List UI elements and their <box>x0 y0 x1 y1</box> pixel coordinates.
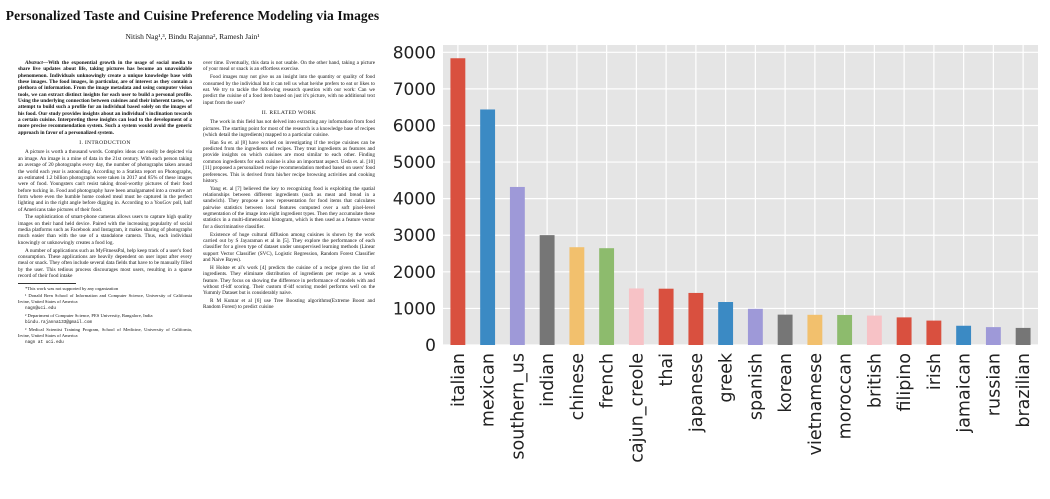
bar-irish <box>926 320 942 345</box>
abstract-label: Abstract <box>25 60 43 66</box>
x-tick-labels: italian mexican southern_us indian chinese fr… <box>449 352 1034 463</box>
x-tick-label: southern_us <box>508 353 528 460</box>
x-tick-label: greek <box>717 352 737 402</box>
x-tick-label: japanese <box>687 353 707 433</box>
paper-authors: Nitish Nag¹,³, Bindu Rajanna², Ramesh Ja… <box>125 32 260 41</box>
related-paragraph: Han Su et. al [8] have worked on investi… <box>203 139 375 184</box>
x-tick-label: spanish <box>746 353 766 420</box>
footnote: ³ Medical Scientist Training Program, Sc… <box>18 327 192 338</box>
footnote: ¹ Donald Bren School of Information and … <box>18 293 192 305</box>
bars <box>450 58 1031 346</box>
related-paragraph: R M Kumar et al [6] use Tree Boosting al… <box>203 298 375 311</box>
bar-vietnamese <box>807 314 823 345</box>
x-tick-label: french <box>598 353 618 409</box>
footnote: ² Department of Computer Science, PES Un… <box>25 313 153 319</box>
body-paragraph: Food images may not give us an insight i… <box>203 74 375 106</box>
x-tick-label: chinese <box>568 353 588 420</box>
bar-southern-us <box>509 186 525 345</box>
abstract: Abstract—With the exponential growth in … <box>18 60 192 136</box>
y-tick-label: 1000 <box>393 299 436 319</box>
abstract-text: —With the exponential growth in the usag… <box>18 60 192 136</box>
section-heading-introduction: I. INTRODUCTION <box>79 140 131 147</box>
intro-paragraph: A number of applications such as MyFitne… <box>18 247 192 279</box>
x-tick-label: russian <box>984 353 1004 416</box>
y-tick-label: 0 <box>425 336 436 356</box>
bar-british <box>866 315 882 345</box>
x-tick-label: british <box>865 353 885 408</box>
related-paragraph: Yang et. al [7] believed the key to reco… <box>203 185 375 230</box>
intro-paragraph: A picture is worth a thousand words. Com… <box>18 149 192 213</box>
bar-brazilian <box>1015 327 1031 345</box>
bar-filipino <box>896 317 912 345</box>
bar-korean <box>777 314 793 345</box>
x-tick-label: italian <box>449 353 469 407</box>
paper-right-column: over time. Eventually, this data is not … <box>203 60 375 312</box>
bar-thai <box>658 288 674 345</box>
bar-spanish <box>747 308 763 345</box>
paper-left-column: Abstract—With the exponential growth in … <box>18 60 192 347</box>
x-tick-label: brazilian <box>1014 353 1034 428</box>
bar-russian <box>985 327 1001 345</box>
bar-mexican <box>480 109 496 346</box>
intro-paragraph: The sophistication of smart-phone camera… <box>18 214 192 246</box>
cuisine-bar-chart: 0 1000 2000 3000 4000 5000 6000 7000 8000 italia… <box>388 0 1050 499</box>
bar-moroccan <box>837 314 853 345</box>
x-tick-label: mexican <box>479 353 499 427</box>
paper-page: Personalized Taste and Cuisine Preferenc… <box>0 0 385 499</box>
bar-french <box>599 248 615 345</box>
x-tick-label: cajun_creole <box>627 353 647 463</box>
footnote-email: nagn at uci.edu <box>25 340 64 346</box>
x-tick-label: jamaican <box>955 353 975 434</box>
y-tick-label: 8000 <box>393 43 436 63</box>
y-tick-label: 4000 <box>393 190 436 210</box>
chart-svg: 0 1000 2000 3000 4000 5000 6000 7000 8000 italia… <box>393 43 1038 463</box>
footnote-rule <box>18 283 76 285</box>
bar-indian <box>539 235 555 345</box>
bar-greek <box>718 302 734 345</box>
bar-jamaican <box>956 325 972 345</box>
paper-title: Personalized Taste and Cuisine Preferenc… <box>5 8 380 23</box>
x-tick-label: vietnamese <box>806 353 826 455</box>
y-tick-label: 2000 <box>393 263 436 283</box>
bar-cajun-creole <box>628 288 644 345</box>
x-tick-label: irish <box>925 353 945 390</box>
footnote: *This work was not supported by any orga… <box>25 286 119 292</box>
y-tick-label: 5000 <box>393 153 436 173</box>
bar-chinese <box>569 247 585 345</box>
plot-area <box>443 45 1038 345</box>
y-tick-label: 3000 <box>393 226 436 246</box>
x-tick-label: thai <box>657 353 677 387</box>
y-tick-labels: 0 1000 2000 3000 4000 5000 6000 7000 8000 <box>393 43 436 356</box>
x-tick-label: indian <box>538 353 558 407</box>
bar-japanese <box>688 292 704 345</box>
related-paragraph: The work in this field has not delved in… <box>203 119 375 138</box>
bar-italian <box>450 58 466 346</box>
related-paragraph: Existence of huge cultural diffusion amo… <box>203 231 375 263</box>
related-paragraph: H Holste et al's work [4] predicts the c… <box>203 264 375 297</box>
footnote-email: nagn@uci.edu <box>25 306 56 312</box>
body-paragraph: over time. Eventually, this data is not … <box>203 60 375 73</box>
x-tick-label: filipino <box>895 353 915 412</box>
x-tick-label: moroccan <box>836 353 856 439</box>
y-tick-label: 6000 <box>393 116 436 136</box>
section-heading-related-work: II. RELATED WORK <box>261 109 317 116</box>
footnote-email: bindu.rajanna133@gmail.com <box>25 320 93 326</box>
x-tick-label: korean <box>776 353 796 413</box>
y-tick-label: 7000 <box>393 80 436 100</box>
